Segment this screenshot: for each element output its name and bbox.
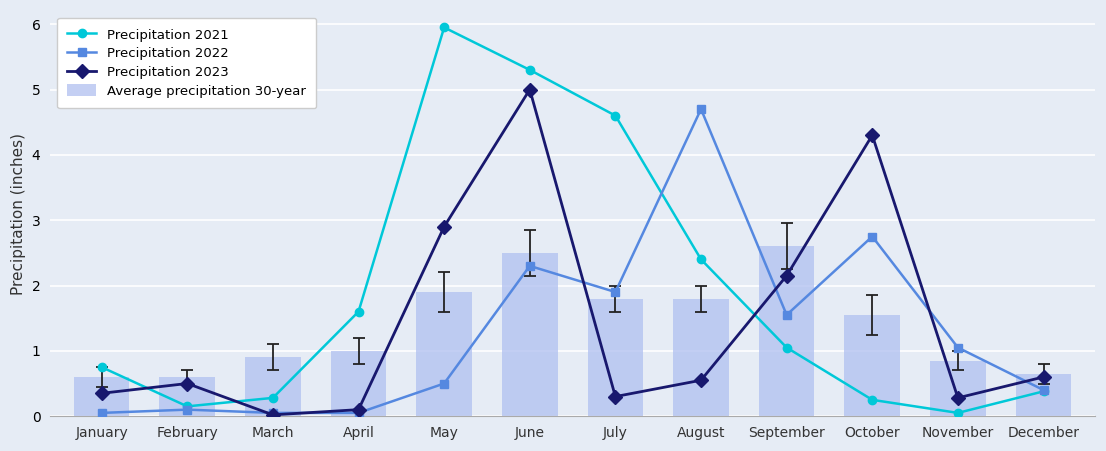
Precipitation 2022 [695,106,708,112]
Precipitation 2021 [523,67,536,73]
Precipitation 2022 [780,312,793,318]
Bar [587,299,644,416]
Legend: Precipitation 2021, Precipitation 2022, Precipitation 2023, Average precipitatio: Precipitation 2021, Precipitation 2022, … [56,18,316,108]
Precipitation 2021 [438,25,451,30]
Precipitation 2023 [780,273,793,278]
Precipitation 2023 [951,395,964,400]
Precipitation 2023 [180,381,194,386]
Precipitation 2021 [608,113,622,118]
Precipitation 2022 [1037,387,1051,393]
Bar [1015,374,1072,416]
Precipitation 2022 [608,290,622,295]
Precipitation 2022 [352,410,365,416]
Precipitation 2022 [866,234,879,239]
Precipitation 2022 [951,345,964,350]
Precipitation 2023 [95,391,108,396]
Precipitation 2021 [1037,389,1051,394]
Precipitation 2023 [695,377,708,383]
Line: Precipitation 2023: Precipitation 2023 [97,85,1048,420]
Precipitation 2021 [180,404,194,409]
Precipitation 2023 [866,133,879,138]
Bar [930,361,985,416]
Precipitation 2023 [438,224,451,230]
Precipitation 2022 [95,410,108,416]
Bar [759,246,814,416]
Precipitation 2022 [438,381,451,386]
Line: Precipitation 2022: Precipitation 2022 [97,105,1047,417]
Precipitation 2023 [267,412,280,418]
Bar [845,315,900,416]
Precipitation 2021 [780,345,793,350]
Precipitation 2022 [523,263,536,269]
Bar [674,299,729,416]
Precipitation 2023 [608,394,622,399]
Precipitation 2021 [95,364,108,370]
Precipitation 2022 [180,407,194,412]
Bar [159,377,215,416]
Precipitation 2023 [352,407,365,412]
Bar [331,351,386,416]
Precipitation 2021 [866,397,879,403]
Bar [246,357,301,416]
Precipitation 2021 [267,395,280,400]
Bar [416,292,472,416]
Precipitation 2021 [352,309,365,314]
Precipitation 2023 [1037,374,1051,380]
Line: Precipitation 2021: Precipitation 2021 [97,23,1047,417]
Bar [502,253,557,416]
Precipitation 2021 [951,410,964,416]
Precipitation 2022 [267,410,280,416]
Precipitation 2021 [695,257,708,262]
Bar [74,377,129,416]
Y-axis label: Precipitation (inches): Precipitation (inches) [11,133,27,295]
Precipitation 2023 [523,87,536,92]
